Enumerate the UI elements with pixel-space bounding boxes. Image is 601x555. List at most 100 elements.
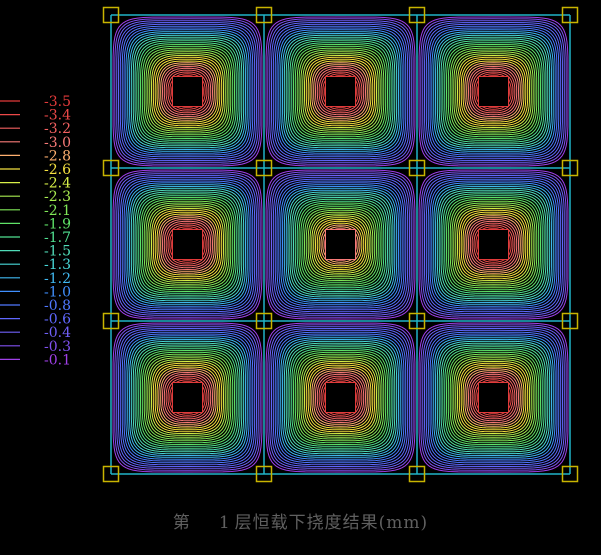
- contour-line: [449, 353, 538, 442]
- contour-line: [152, 209, 223, 280]
- contour-line: [300, 357, 381, 438]
- title-prefix: 第: [172, 513, 191, 533]
- contour-legend: -3.5-3.4-3.2-3.0-2.8-2.6-2.4-2.3-2.1-1.9…: [0, 94, 71, 368]
- contour-line: [276, 333, 405, 462]
- contour-line: [438, 342, 549, 453]
- contour-line: [307, 364, 374, 431]
- contour-line: [121, 25, 254, 158]
- column-markers: [102, 6, 579, 483]
- contour-line: [291, 348, 390, 447]
- contour-line: [298, 355, 383, 440]
- contour-line: [431, 182, 556, 307]
- contour-line: [427, 178, 560, 311]
- contour-line: [285, 342, 396, 453]
- contour-line: [163, 220, 212, 269]
- contour-line: [289, 346, 392, 449]
- column-marker: [102, 6, 120, 24]
- contour-line: [458, 56, 529, 127]
- panel-contours: [265, 16, 416, 167]
- contour-line: [313, 370, 368, 425]
- contour-line: [453, 204, 534, 285]
- contour-line: [287, 191, 394, 298]
- contour-line: [163, 373, 212, 422]
- contour-line: [303, 207, 378, 282]
- contour-line: [298, 49, 383, 134]
- contour-line: [320, 224, 361, 265]
- contour-line: [469, 67, 518, 116]
- contour-line: [318, 69, 363, 114]
- contour-line: [158, 215, 217, 274]
- contour-line: [280, 184, 401, 305]
- contour-line: [314, 371, 367, 424]
- contour-line: [305, 56, 376, 127]
- contour-line: [141, 351, 234, 444]
- contour-line: [427, 25, 560, 158]
- contour-line: [451, 202, 536, 287]
- contour-line: [473, 377, 514, 418]
- contour-line: [445, 196, 542, 293]
- contour-line: [152, 56, 223, 127]
- contour-line: [292, 43, 389, 140]
- contour-line: [163, 67, 212, 116]
- contour-line: [453, 51, 534, 132]
- panel-center: [325, 76, 356, 107]
- contour-line: [267, 324, 414, 471]
- contour-line: [425, 23, 562, 160]
- contour-line: [156, 213, 219, 276]
- legend-label: -0.8: [44, 298, 71, 314]
- legend-label: -3.0: [44, 135, 71, 151]
- panel-contours: [265, 322, 416, 473]
- contour-line: [141, 198, 234, 291]
- contour-line: [429, 333, 558, 462]
- contour-line: [154, 58, 221, 125]
- column-marker: [255, 159, 273, 177]
- contour-line: [294, 198, 387, 291]
- contour-line: [471, 69, 516, 114]
- beam-grid: [110, 14, 571, 475]
- contour-line: [451, 49, 536, 134]
- contour-line: [300, 51, 381, 132]
- contour-line: [434, 32, 553, 151]
- contour-line: [455, 359, 532, 436]
- contour-line: [473, 224, 514, 265]
- contour-line: [305, 362, 376, 433]
- column-marker: [561, 159, 579, 177]
- contour-line: [456, 54, 531, 129]
- contour-line: [272, 176, 409, 313]
- column-marker: [255, 312, 273, 330]
- contour-line: [132, 36, 243, 147]
- contour-line: [466, 64, 521, 119]
- contour-line: [128, 338, 247, 457]
- panel-contours: [418, 16, 569, 167]
- contour-line: [269, 326, 412, 469]
- panel-contours: [112, 16, 263, 167]
- contour-line: [158, 62, 217, 121]
- contour-line: [309, 366, 372, 429]
- contour-line: [302, 359, 379, 436]
- contour-line: [127, 184, 248, 305]
- contour-line: [147, 51, 228, 132]
- contour-line: [447, 351, 540, 444]
- contour-line: [150, 360, 225, 435]
- contour-line: [318, 375, 363, 420]
- contour-line: [466, 217, 521, 272]
- contour-line: [143, 47, 232, 136]
- contour-line: [160, 217, 215, 272]
- column-marker: [102, 312, 120, 330]
- contour-line: [145, 49, 230, 134]
- contour-line: [169, 379, 206, 416]
- contour-line: [136, 40, 239, 143]
- contour-line: [462, 213, 525, 276]
- contour-line: [447, 45, 540, 138]
- legend-label: -1.3: [44, 257, 71, 273]
- contour-line: [305, 209, 376, 280]
- contour-line: [311, 368, 370, 427]
- contour-line: [112, 322, 263, 473]
- legend-label: -2.3: [44, 189, 71, 205]
- contour-line: [316, 373, 365, 422]
- contour-line: [296, 47, 385, 136]
- contour-line: [119, 23, 256, 160]
- contour-line: [265, 169, 416, 320]
- contour-line: [127, 337, 248, 458]
